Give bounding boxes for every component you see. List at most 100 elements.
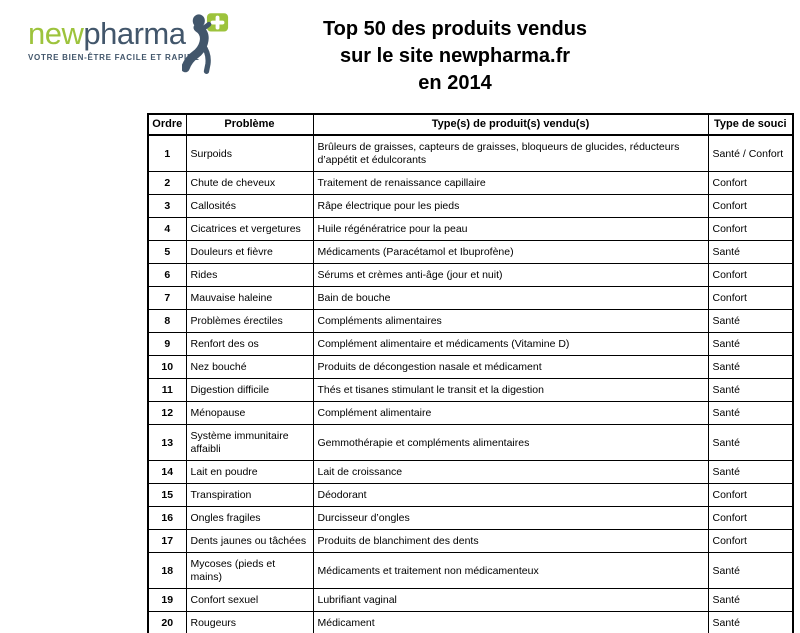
cell-souci: Santé — [707, 552, 794, 589]
cell-produits: Déodorant — [312, 483, 709, 507]
table-row: 10 Nez bouché Produits de décongestion n… — [147, 355, 794, 379]
cell-souci: Santé — [707, 309, 794, 333]
cell-probleme: Ongles fragiles — [185, 506, 314, 530]
table-row: 20 Rougeurs Médicament Santé — [147, 611, 794, 633]
table-row: 18 Mycoses (pieds et mains) Médicaments … — [147, 552, 794, 589]
cell-probleme: Lait en poudre — [185, 460, 314, 484]
cell-probleme: Nez bouché — [185, 355, 314, 379]
table-header-row: Ordre Problème Type(s) de produit(s) ven… — [147, 113, 794, 136]
cell-produits: Complément alimentaire — [312, 401, 709, 425]
header-probleme: Problème — [185, 113, 314, 136]
cell-produits: Compléments alimentaires — [312, 309, 709, 333]
table-row: 7 Mauvaise haleine Bain de bouche Confor… — [147, 286, 794, 310]
table-row: 3 Callosités Râpe électrique pour les pi… — [147, 194, 794, 218]
cell-probleme: Mycoses (pieds et mains) — [185, 552, 314, 589]
cell-probleme: Système immunitaire affaibli — [185, 424, 314, 461]
table-row: 12 Ménopause Complément alimentaire Sant… — [147, 401, 794, 425]
table-row: 6 Rides Sérums et crèmes anti-âge (jour … — [147, 263, 794, 287]
header-ordre: Ordre — [147, 113, 187, 136]
cell-ordre: 11 — [147, 378, 187, 402]
cell-ordre: 17 — [147, 529, 187, 553]
cell-produits: Lubrifiant vaginal — [312, 588, 709, 612]
table-row: 16 Ongles fragiles Durcisseur d’ongles C… — [147, 506, 794, 530]
table-row: 8 Problèmes érectiles Compléments alimen… — [147, 309, 794, 333]
cell-probleme: Douleurs et fièvre — [185, 240, 314, 264]
cell-ordre: 18 — [147, 552, 187, 589]
cell-ordre: 7 — [147, 286, 187, 310]
table-row: 4 Cicatrices et vergetures Huile régénér… — [147, 217, 794, 241]
cell-probleme: Rides — [185, 263, 314, 287]
cell-souci: Santé — [707, 460, 794, 484]
cell-ordre: 15 — [147, 483, 187, 507]
cell-ordre: 12 — [147, 401, 187, 425]
table-body: 1 Surpoids Brûleurs de graisses, capteur… — [147, 134, 794, 633]
cell-ordre: 19 — [147, 588, 187, 612]
cell-probleme: Chute de cheveux — [185, 171, 314, 195]
cell-produits: Lait de croissance — [312, 460, 709, 484]
cell-ordre: 14 — [147, 460, 187, 484]
cell-souci: Santé — [707, 378, 794, 402]
top-products-table: Ordre Problème Type(s) de produit(s) ven… — [147, 113, 794, 633]
table-row: 15 Transpiration Déodorant Confort — [147, 483, 794, 507]
cell-souci: Confort — [707, 217, 794, 241]
cell-produits: Produits de blanchiment des dents — [312, 529, 709, 553]
cell-ordre: 10 — [147, 355, 187, 379]
header-produits: Type(s) de produit(s) vendu(s) — [312, 113, 709, 136]
table-row: 5 Douleurs et fièvre Médicaments (Paracé… — [147, 240, 794, 264]
cell-souci: Santé — [707, 424, 794, 461]
cell-probleme: Ménopause — [185, 401, 314, 425]
table-row: 2 Chute de cheveux Traitement de renaiss… — [147, 171, 794, 195]
title-line-3: en 2014 — [418, 72, 492, 94]
cell-probleme: Dents jaunes ou tâchées — [185, 529, 314, 553]
cell-souci: Confort — [707, 263, 794, 287]
cell-produits: Thés et tisanes stimulant le transit et … — [312, 378, 709, 402]
cell-produits: Traitement de renaissance capillaire — [312, 171, 709, 195]
cell-produits: Médicament — [312, 611, 709, 633]
cell-produits: Médicaments et traitement non médicament… — [312, 552, 709, 589]
cell-produits: Durcisseur d’ongles — [312, 506, 709, 530]
runner-with-pharmacy-box-icon — [182, 13, 229, 74]
cell-produits: Médicaments (Paracétamol et Ibuprofène) — [312, 240, 709, 264]
cell-probleme: Renfort des os — [185, 332, 314, 356]
cell-probleme: Confort sexuel — [185, 588, 314, 612]
cell-probleme: Callosités — [185, 194, 314, 218]
header-souci: Type de souci — [707, 113, 794, 136]
title-line-1: Top 50 des produits vendus — [322, 18, 588, 40]
cell-probleme: Rougeurs — [185, 611, 314, 633]
cell-ordre: 16 — [147, 506, 187, 530]
cell-probleme: Problèmes érectiles — [185, 309, 314, 333]
cell-ordre: 5 — [147, 240, 187, 264]
cell-souci: Santé — [707, 332, 794, 356]
cell-souci: Santé — [707, 588, 794, 612]
cell-souci: Confort — [707, 171, 794, 195]
logo-brand: newpharma — [28, 18, 200, 50]
newpharma-logo: newpharma VOTRE BIEN-ÊTRE FACILE ET RAPI… — [28, 18, 200, 63]
cell-souci: Santé — [707, 611, 794, 633]
cell-ordre: 9 — [147, 332, 187, 356]
cell-souci: Confort — [707, 483, 794, 507]
cell-ordre: 2 — [147, 171, 187, 195]
table-row: 14 Lait en poudre Lait de croissance San… — [147, 460, 794, 484]
cell-probleme: Digestion difficile — [185, 378, 314, 402]
cell-souci: Confort — [707, 194, 794, 218]
cell-ordre: 20 — [147, 611, 187, 633]
cell-ordre: 3 — [147, 194, 187, 218]
cell-souci: Confort — [707, 529, 794, 553]
table-row: 19 Confort sexuel Lubrifiant vaginal San… — [147, 588, 794, 612]
cell-produits: Râpe électrique pour les pieds — [312, 194, 709, 218]
table-row: 9 Renfort des os Complément alimentaire … — [147, 332, 794, 356]
cell-produits: Huile régénératrice pour la peau — [312, 217, 709, 241]
cell-ordre: 8 — [147, 309, 187, 333]
cell-ordre: 13 — [147, 424, 187, 461]
cell-probleme: Transpiration — [185, 483, 314, 507]
cell-produits: Brûleurs de graisses, capteurs de graiss… — [312, 134, 709, 172]
logo-brand-new: new — [28, 16, 84, 51]
logo-tagline: VOTRE BIEN-ÊTRE FACILE ET RAPIDE — [28, 53, 200, 62]
cell-probleme: Surpoids — [185, 134, 314, 172]
cell-ordre: 1 — [147, 134, 187, 172]
cell-souci: Santé — [707, 355, 794, 379]
cell-produits: Complément alimentaire et médicaments (V… — [312, 332, 709, 356]
cell-produits: Gemmothérapie et compléments alimentaire… — [312, 424, 709, 461]
table-row: 13 Système immunitaire affaibli Gemmothé… — [147, 424, 794, 461]
